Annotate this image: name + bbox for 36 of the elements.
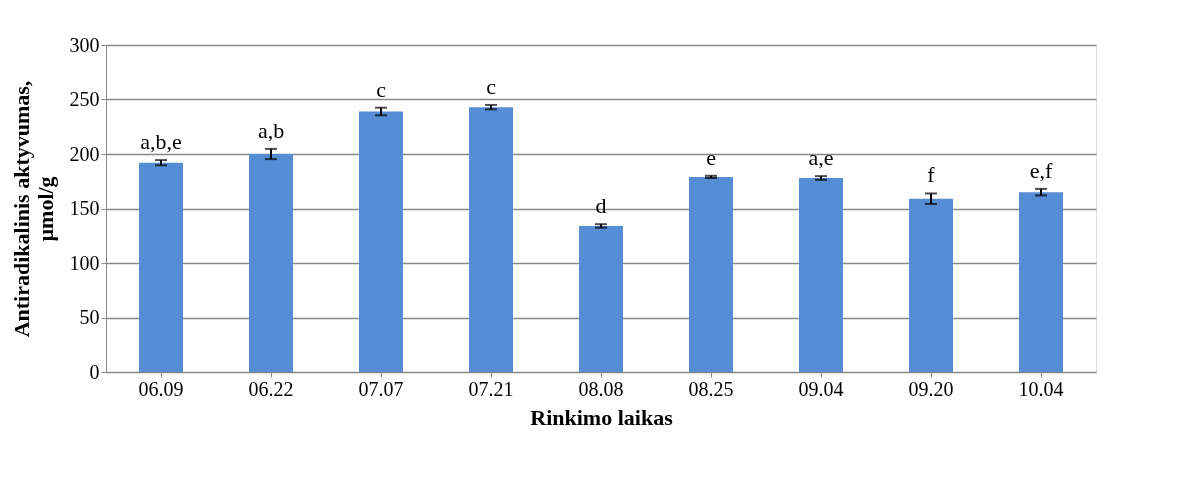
- y-axis-title: Antiradikalinis aktyvumas, µmol/g: [8, 80, 58, 338]
- y-tick-label: 250: [69, 88, 100, 110]
- x-tick-label: 10.04: [1018, 377, 1064, 400]
- annotation: e: [706, 144, 716, 170]
- bar: [249, 154, 293, 372]
- x-axis-title: Rinkimo laikas: [530, 404, 674, 430]
- bar: [799, 177, 843, 372]
- y-tick-label: 200: [69, 142, 100, 165]
- x-tick-label: 06.09: [138, 377, 184, 400]
- y-tick-label: 300: [69, 33, 100, 56]
- bar: [469, 107, 513, 372]
- y-tick-label: 0: [89, 360, 100, 383]
- x-tick-label: 08.08: [578, 377, 624, 400]
- annotation: e,f: [1029, 157, 1053, 183]
- x-tick-label: 08.25: [688, 377, 734, 400]
- x-tick-label: 07.07: [358, 377, 404, 400]
- bar: [139, 162, 183, 372]
- annotation: a,e: [808, 145, 834, 171]
- x-tick-label: 09.04: [798, 377, 844, 400]
- annotation: a,b,e: [140, 129, 182, 155]
- bar: [1019, 192, 1063, 372]
- annotation: f: [927, 162, 936, 188]
- bar: [359, 111, 403, 372]
- annotation: d: [595, 193, 607, 219]
- y-tick-label: 150: [69, 197, 100, 219]
- y-tick-label: 100: [69, 251, 100, 274]
- x-tick-label: 09.20: [908, 377, 954, 400]
- x-tick-label: 07.21: [468, 377, 514, 400]
- annotation: a,b: [257, 117, 285, 143]
- annotation: c: [376, 76, 387, 102]
- x-tick-label: 06.22: [248, 377, 294, 400]
- bar: [689, 176, 733, 372]
- annotation: c: [486, 73, 497, 99]
- bar: [579, 225, 623, 372]
- y-tick-label: 50: [79, 306, 100, 328]
- bar: [909, 198, 953, 372]
